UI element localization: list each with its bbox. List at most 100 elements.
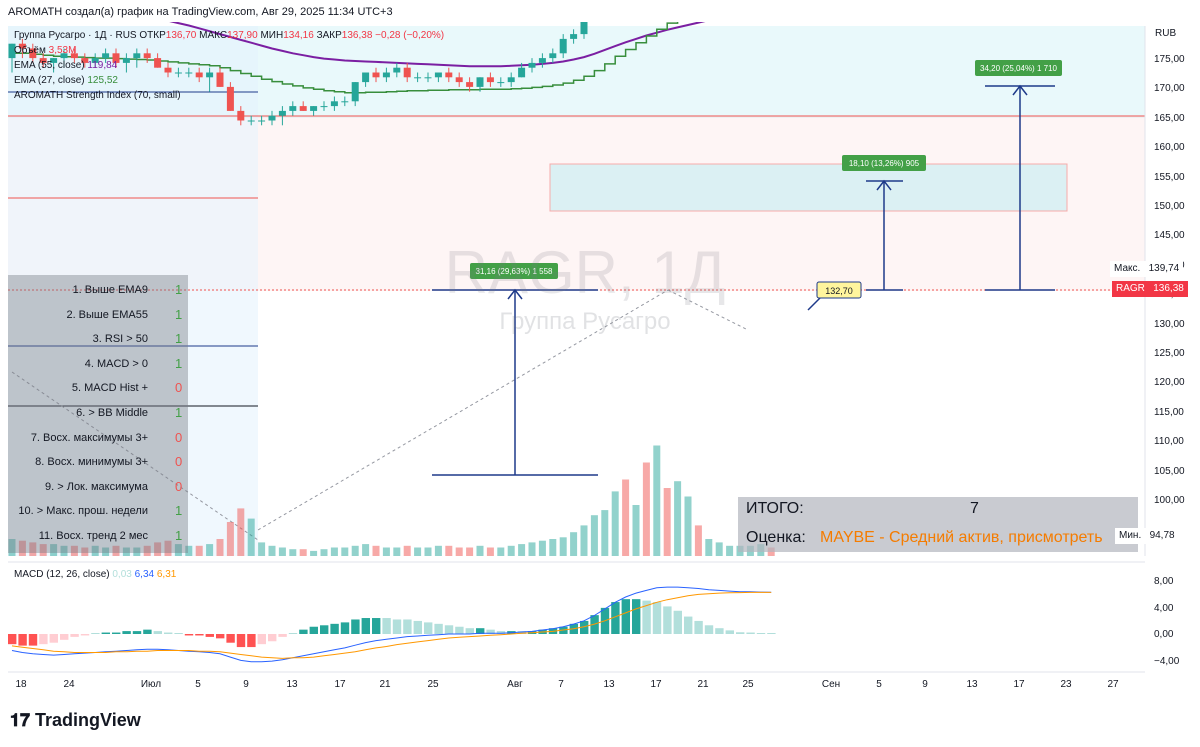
legend-ema27-row[interactable]: EMA (27, close) 125,52: [14, 73, 444, 88]
candle-body: [81, 58, 89, 63]
tradingview-logo[interactable]: 𝟏𝟕 TradingView: [10, 710, 141, 730]
checklist-value: 0: [175, 380, 183, 396]
macd-histogram-bar: [715, 628, 724, 634]
projection-label: 18,10 (13,26%) 905: [849, 159, 920, 168]
time-tick: 25: [427, 679, 439, 690]
macd-histogram-bar: [247, 634, 256, 648]
macd-histogram-bar: [663, 606, 672, 634]
checklist-value: 0: [175, 429, 183, 445]
checklist-label: 4. MACD > 0: [84, 357, 148, 370]
candle-body: [60, 53, 68, 59]
min-value: 94,78: [1149, 530, 1175, 541]
checklist-label: 1. Выше EMA9: [72, 284, 148, 296]
last-price-tag[interactable]: RAGR 136,38: [1112, 281, 1188, 297]
volume-bar: [653, 445, 661, 556]
volume-bar: [237, 508, 245, 556]
candle-body: [174, 72, 182, 74]
price-tick: 170,00: [1154, 83, 1185, 95]
candle-body: [445, 72, 453, 78]
macd-legend[interactable]: MACD (12, 26, close) 0,03 6,34 6,31: [14, 569, 176, 580]
checklist-value: 1: [175, 503, 183, 519]
macd-tick: 0,00: [1154, 629, 1174, 640]
volume-bar: [497, 547, 505, 556]
trend-line: [257, 289, 669, 531]
macd-histogram-bar: [226, 634, 235, 643]
legend-symbol[interactable]: Группа Русагро · 1Д · RUS: [14, 30, 137, 41]
tv-logo-icon: 𝟏𝟕: [10, 710, 31, 730]
macd-histogram-bar: [49, 634, 58, 643]
volume-bar: [70, 545, 78, 556]
candle-body: [570, 34, 578, 39]
chart-legend[interactable]: Группа Русагро · 1Д · RUS ОТКР136,70 МАК…: [14, 28, 444, 103]
checklist-label: 5. MACD Hist +: [71, 382, 148, 395]
time-tick: 24: [63, 679, 75, 690]
volume-bar: [185, 545, 193, 556]
macd-tick: 8,00: [1154, 576, 1174, 587]
price-tick: 105,00: [1154, 465, 1185, 477]
trend-line: [11, 371, 259, 541]
macd-histogram-bar: [496, 631, 506, 634]
price-tick: 145,00: [1154, 230, 1185, 242]
candle-body: [476, 77, 484, 87]
volume-bar: [726, 545, 734, 556]
volume-bar: [632, 505, 640, 556]
checklist-row: 5. MACD Hist + 0: [8, 378, 188, 400]
time-tick: 25: [742, 679, 754, 690]
checklist-label: 2. Выше EMA55: [66, 308, 148, 321]
time-tick: 21: [379, 679, 391, 690]
volume-bar: [112, 545, 120, 556]
checklist-row: 8. Восх. минимумы 3+ 0: [8, 452, 188, 474]
volume-bar: [466, 547, 474, 556]
macd-histogram-bar: [611, 602, 620, 634]
candle-body: [18, 43, 26, 49]
macd-histogram-bar: [278, 634, 287, 637]
callout-box: [816, 281, 862, 299]
candle-body: [112, 53, 120, 63]
macd-histogram-bar: [39, 634, 48, 645]
volume-bar: [601, 510, 609, 556]
total-label: ИТОГО:: [746, 500, 804, 517]
volume-bar: [715, 542, 723, 556]
candle-body: [549, 53, 557, 59]
volume-bar: [8, 539, 16, 556]
legend-symbol-row[interactable]: Группа Русагро · 1Д · RUS ОТКР136,70 МАК…: [14, 28, 444, 43]
price-tick: 115,00: [1154, 406, 1184, 418]
chart-canvas[interactable]: 1 (170,62)0,786 (161,72)0,618 (154,72)0,…: [0, 22, 1200, 698]
currency-label[interactable]: RUB: [1155, 28, 1177, 39]
price-tick: 130,00: [1154, 318, 1185, 330]
macd-histogram-bar: [91, 633, 100, 634]
macd-hist-value: 0,03: [112, 569, 132, 580]
volume-bar: [226, 522, 234, 556]
legend-strength-row[interactable]: AROMATH Strength Index (70, small): [14, 88, 444, 103]
volume-bar: [684, 496, 692, 556]
total-value: 7: [970, 500, 979, 517]
volume-bar: [299, 549, 307, 556]
candle-body: [351, 82, 359, 102]
volume-bar: [642, 462, 650, 556]
volume-bar: [154, 542, 162, 556]
volume-bar: [549, 539, 557, 556]
macd-histogram-bar: [18, 634, 27, 646]
legend-ema55-row[interactable]: EMA (55, close) 119,84: [14, 58, 444, 73]
volume-bar: [216, 539, 224, 556]
legend-volume-row[interactable]: Объём 3,53M: [14, 43, 444, 58]
macd-histogram-bar: [153, 631, 162, 634]
chart-caption: AROMATH создал(а) график на TradingView.…: [8, 6, 393, 18]
trend-line: [667, 289, 749, 331]
volume-bar: [580, 525, 588, 556]
checklist-label: 3. RSI > 50: [92, 333, 148, 346]
macd-histogram-bar: [465, 628, 474, 634]
macd-histogram-bar: [28, 634, 38, 646]
macd-histogram-bar: [382, 618, 391, 634]
volume-bar: [611, 491, 619, 556]
volume-bar: [455, 547, 463, 556]
macd-histogram-bar: [434, 623, 443, 634]
volume-bar: [174, 544, 182, 556]
macd-histogram-bar: [403, 619, 412, 634]
checklist-row: 2. Выше EMA55 1: [8, 305, 188, 327]
macd-histogram-bar: [725, 630, 734, 634]
min-tag: Мин. 94,78: [1115, 528, 1179, 544]
volume-bar: [18, 540, 26, 556]
legend-low-label: МИН: [260, 30, 284, 41]
checklist-label: 8. Восх. минимумы 3+: [35, 456, 148, 469]
